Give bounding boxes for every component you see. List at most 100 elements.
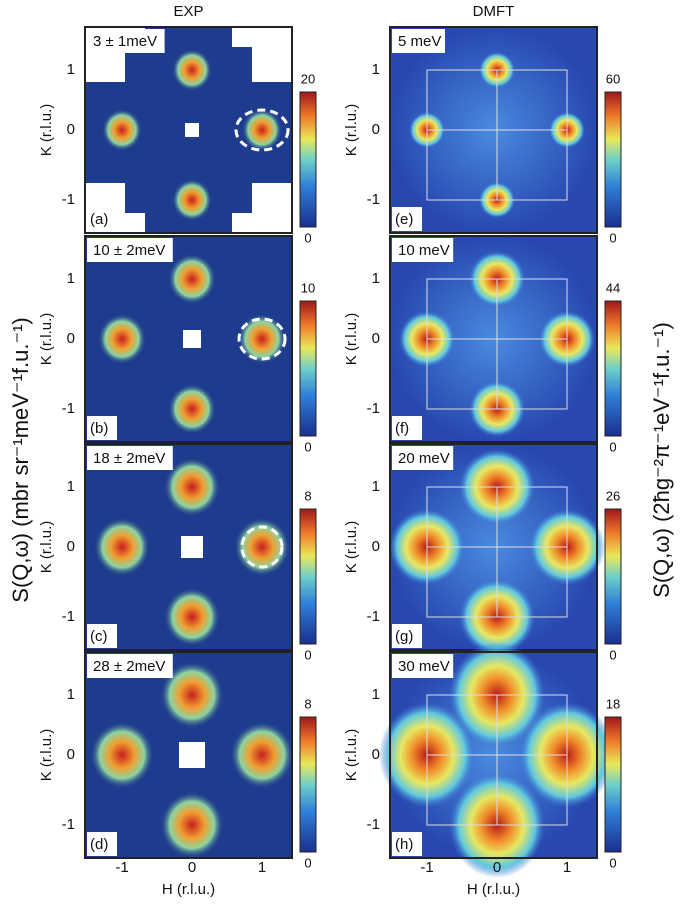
intensity-spot (172, 179, 212, 221)
x-tick-label: 0 (188, 859, 196, 876)
column-title: EXP (173, 3, 203, 20)
panel-tag: (b) (90, 420, 108, 437)
energy-label: 28 ± 2meV (93, 658, 165, 675)
colorbar (299, 91, 317, 228)
colorbar-min: 0 (609, 855, 616, 870)
colorbar-min: 0 (304, 439, 311, 454)
heatmap-panel: 3 ± 1meV (a) 20 0 1 0 -1 K (r.l.u.) (38, 26, 317, 245)
y-tick-label: -1 (367, 191, 380, 208)
y-axis-label: K (r.l.u.) (343, 313, 360, 366)
intensity-spot (160, 791, 224, 859)
y-tick-label: 1 (372, 270, 380, 287)
y-tick-label: -1 (62, 400, 75, 417)
tag-box (87, 624, 117, 648)
y-tick-label: 0 (372, 538, 380, 555)
y-tick-label: -1 (62, 816, 75, 833)
energy-label: 3 ± 1meV (93, 33, 157, 50)
y-tick-label: -1 (62, 608, 75, 625)
energy-box (87, 654, 173, 678)
energy-box (392, 654, 454, 678)
x-tick-label: 1 (563, 859, 571, 876)
center-mask (181, 536, 203, 558)
y-tick-label: 1 (67, 61, 75, 78)
energy-label: 10 ± 2meV (93, 242, 165, 259)
intensity-spot (94, 517, 150, 577)
intensity-spot (160, 661, 224, 729)
colorbar-max: 20 (301, 71, 315, 86)
colorbar-max: 18 (606, 696, 620, 711)
y-tick-label: 0 (67, 330, 75, 347)
colorbar-max: 8 (304, 696, 311, 711)
y-tick-label: 0 (67, 538, 75, 555)
colorbar-max: 26 (606, 488, 620, 503)
highlight-ellipse (240, 525, 284, 569)
y-tick-label: 0 (67, 121, 75, 138)
y-tick-label: -1 (62, 191, 75, 208)
y-tick-label: 1 (372, 478, 380, 495)
intensity-spot (230, 721, 294, 789)
x-tick-label: 1 (258, 859, 266, 876)
panel-tag: (a) (90, 211, 108, 228)
tag-box (87, 416, 117, 440)
colorbar-max: 10 (301, 280, 315, 295)
panel-tag: (c) (90, 628, 108, 645)
heatmap-panel: 10 meV (f) 44 0 1 0 -1 K (r.l.u.) (343, 235, 622, 454)
panel-tag: (d) (90, 836, 108, 853)
y-axis-label: K (r.l.u.) (343, 104, 360, 157)
x-axis-label: H (r.l.u.) (162, 881, 215, 898)
intensity-spot (164, 587, 220, 647)
energy-box (87, 238, 173, 262)
colorbar (604, 91, 622, 228)
intensity-spot (98, 313, 146, 365)
heatmap-panel: 20 meV (g) 26 0 1 0 -1 K (r.l.u.) (343, 443, 622, 662)
colorbar-max: 8 (304, 488, 311, 503)
y-tick-label: 1 (67, 270, 75, 287)
heatmap-panel: 30 meV (h) 18 0 1 0 -1 K (r.l.u.) (343, 642, 622, 878)
heatmap-panel: 28 ± 2meV (d) 8 0 1 0 -1 K (r.l.u.) (38, 651, 317, 870)
intensity-spot (90, 721, 154, 789)
panel-frame (84, 651, 293, 859)
y-tick-label: 1 (372, 686, 380, 703)
right-quantity: S(Q,ω) (2ħg⁻²π⁻¹eV⁻¹f.u.⁻¹) (649, 322, 674, 598)
colorbar (604, 300, 622, 437)
mask (232, 27, 292, 47)
y-tick-label: 1 (67, 686, 75, 703)
x-tick-label: 0 (493, 859, 501, 876)
x-axis-label: H (r.l.u.) (467, 881, 520, 898)
tag-box (87, 832, 117, 856)
heatmap-panel: 5 meV (e) 60 0 1 0 -1 K (r.l.u.) (343, 26, 622, 245)
x-tick-label: -1 (420, 859, 433, 876)
center-mask (185, 123, 199, 137)
y-axis-label: K (r.l.u.) (343, 729, 360, 782)
colorbar-min: 0 (304, 230, 311, 245)
colorbar-min: 0 (609, 230, 616, 245)
highlight-ellipse (237, 317, 287, 361)
tag-box (392, 416, 422, 440)
center-mask (183, 330, 201, 348)
mask (232, 213, 292, 233)
y-tick-label: 0 (372, 746, 380, 763)
intensity-spot (102, 109, 142, 151)
colorbar-max: 60 (606, 71, 620, 86)
y-axis-label: K (r.l.u.) (38, 104, 55, 157)
x-tick-label: -1 (115, 859, 128, 876)
tag-box (392, 832, 422, 856)
intensity-spot (238, 313, 286, 365)
highlight-ellipse (234, 108, 290, 152)
energy-label: 20 meV (398, 450, 450, 467)
y-axis-label: K (r.l.u.) (38, 313, 55, 366)
colorbar (299, 716, 317, 853)
energy-box (392, 29, 445, 53)
intensity-spot (168, 383, 216, 435)
y-tick-label: 1 (67, 478, 75, 495)
energy-box (392, 446, 454, 470)
y-tick-label: 0 (372, 330, 380, 347)
panel-tag: (g) (395, 628, 413, 645)
energy-label: 18 ± 2meV (93, 450, 165, 467)
y-tick-label: -1 (367, 608, 380, 625)
y-axis-label: K (r.l.u.) (343, 521, 360, 574)
column-title: DMFT (473, 3, 515, 20)
y-tick-label: -1 (367, 816, 380, 833)
